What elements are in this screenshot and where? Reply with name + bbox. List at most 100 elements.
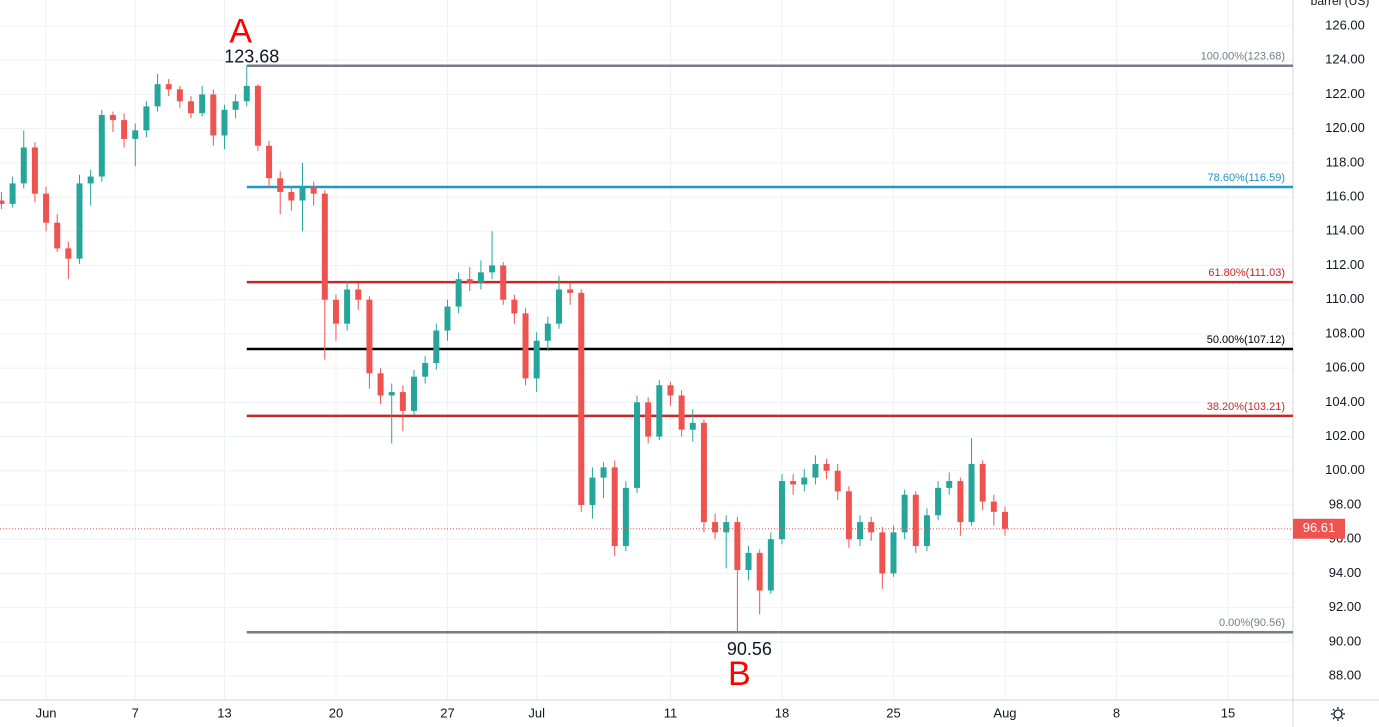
candle-body: [845, 491, 852, 540]
candle-body: [801, 477, 808, 485]
candle-body: [790, 481, 797, 485]
candle-body: [54, 222, 61, 249]
candle-body: [254, 85, 261, 146]
candle-body: [968, 463, 975, 523]
candle-body: [355, 289, 362, 300]
x-tick-label: 13: [217, 705, 231, 720]
candle-body: [700, 422, 707, 523]
candle-body: [288, 191, 295, 201]
point-a-name: A: [229, 13, 252, 51]
candle-body: [567, 289, 574, 293]
candle-body: [778, 481, 785, 540]
candle-body: [767, 539, 774, 591]
y-tick-label: 102.00: [1325, 428, 1365, 443]
fib-label: 50.00%(107.12): [1207, 334, 1285, 346]
candle-body: [455, 279, 462, 307]
candle-body: [756, 552, 763, 591]
y-tick-label: 98.00: [1329, 496, 1362, 511]
candle-body: [332, 299, 339, 324]
candle-body: [812, 463, 819, 478]
candle-body: [411, 376, 418, 411]
x-tick-label: 8: [1113, 705, 1120, 720]
gear-teeth[interactable]: [1331, 707, 1345, 721]
candle-body: [678, 395, 685, 430]
candle-body: [422, 363, 429, 377]
candle-body: [121, 120, 128, 139]
candle-body: [990, 501, 997, 512]
gear[interactable]: [1333, 709, 1343, 719]
candle-body: [656, 385, 663, 437]
x-tick-label: 18: [775, 705, 789, 720]
candle-body: [489, 265, 496, 273]
candle-body: [901, 494, 908, 533]
y-tick-label: 94.00: [1329, 565, 1362, 580]
candle-body: [466, 279, 473, 283]
y-tick-label: 104.00: [1325, 394, 1365, 409]
candle-body: [890, 532, 897, 574]
y-tick-label: 92.00: [1329, 599, 1362, 614]
candle-body: [210, 94, 217, 136]
candle-body: [199, 94, 206, 114]
candle-body: [232, 101, 239, 110]
settings-icon[interactable]: [1331, 707, 1345, 721]
candle-body: [310, 186, 317, 194]
y-tick-label: 114.00: [1326, 223, 1365, 238]
candle-body: [399, 392, 406, 411]
candle-body: [857, 522, 864, 540]
candle-body: [935, 487, 942, 516]
candle-body: [645, 402, 652, 437]
y-tick-label: 116.00: [1326, 189, 1365, 204]
candle-body: [366, 299, 373, 374]
y-unit: barrel (US): [1311, 0, 1370, 8]
candle-body: [388, 392, 395, 396]
candle-body: [544, 323, 551, 341]
y-tick-label: 126.00: [1325, 17, 1365, 32]
x-tick-label: 15: [1221, 705, 1235, 720]
fib-label: 100.00%(123.68): [1201, 51, 1285, 63]
y-tick-label: 122.00: [1325, 86, 1365, 101]
candle-body: [87, 176, 94, 184]
fib-label: 0.00%(90.56): [1219, 617, 1285, 629]
candle-body: [923, 515, 930, 547]
candle-body: [734, 522, 741, 570]
candle-body: [622, 487, 629, 547]
candle-body: [823, 463, 830, 471]
candle-body: [154, 84, 161, 107]
candle-body: [344, 289, 351, 324]
candle-body: [834, 470, 841, 492]
point-b-name: B: [728, 655, 751, 693]
candle-body: [176, 89, 183, 102]
candle-body: [600, 467, 607, 478]
candle-body: [946, 481, 953, 488]
candle-body: [533, 340, 540, 379]
candle-body: [109, 114, 116, 121]
candle-body: [20, 147, 27, 184]
candle-body: [957, 481, 964, 523]
point-b-value: 90.56: [727, 639, 772, 659]
fib-label: 38.20%(103.21): [1207, 401, 1285, 413]
candle-body: [433, 330, 440, 364]
candle-body: [1001, 511, 1008, 529]
candle-body: [43, 193, 50, 223]
current-price-box: [1293, 518, 1345, 539]
y-tick-label: 100.00: [1325, 462, 1365, 477]
candle-body: [143, 106, 150, 131]
y-tick-label: 112.00: [1326, 257, 1365, 272]
x-tick-label: 25: [886, 705, 900, 720]
candle-body: [277, 178, 284, 192]
candle-body: [879, 532, 886, 574]
candle-body: [321, 193, 328, 300]
candle-body: [500, 265, 507, 300]
candle-body: [0, 200, 5, 204]
candle-body: [132, 130, 139, 139]
y-tick-label: 118.00: [1326, 154, 1365, 169]
candle-body: [76, 183, 83, 259]
x-tick-label: Jun: [36, 705, 57, 720]
candle-body: [165, 84, 172, 90]
candle-body: [444, 306, 451, 331]
x-tick-label: Jul: [528, 705, 545, 720]
candle-body: [745, 552, 752, 570]
